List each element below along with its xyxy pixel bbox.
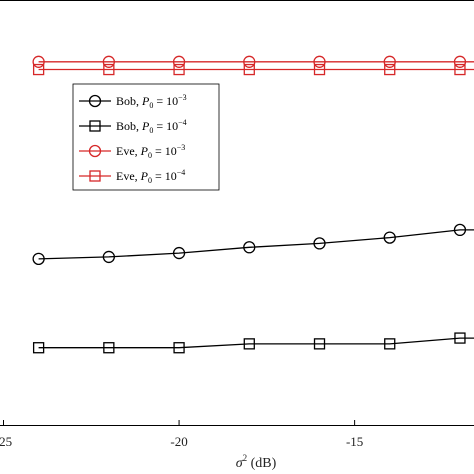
- series-line-1: [38, 337, 474, 349]
- legend-swatch-marker: [88, 94, 102, 108]
- legend-item: Bob, P0 = 10−4: [79, 118, 187, 135]
- data-point-0-1: [102, 250, 115, 264]
- legend-item: Eve, P0 = 10−4: [79, 168, 185, 185]
- series-line-0: [38, 229, 474, 260]
- legend-label: Bob, P0 = 10−4: [116, 118, 187, 135]
- data-point-3-5: [384, 63, 396, 76]
- data-point-1-3: [243, 338, 255, 350]
- x-axis-label-exponent: 2: [243, 453, 248, 463]
- data-point-0-6: [453, 223, 467, 237]
- x-tick-label: -20: [170, 434, 187, 449]
- data-point-1-5: [384, 338, 396, 350]
- data-point-3-0: [32, 63, 45, 76]
- data-point-1-6: [454, 332, 466, 344]
- x-ticks: -25 -20 -15: [0, 420, 363, 449]
- series-lines: [38, 61, 474, 349]
- data-point-0-2: [172, 246, 186, 260]
- data-point-1-1: [103, 342, 115, 354]
- data-point-2-4: [313, 55, 326, 68]
- legend-box: [72, 83, 220, 191]
- data-point-3-1: [103, 63, 115, 76]
- data-point-1-0: [32, 342, 45, 354]
- data-point-2-1: [102, 55, 115, 68]
- x-tick-label: -15: [346, 434, 363, 449]
- legend-label: Bob, P0 = 10−3: [116, 93, 187, 110]
- data-point-2-2: [172, 55, 186, 68]
- data-point-2-0: [32, 55, 45, 68]
- x-axis-label-unit: (dB): [247, 456, 277, 471]
- data-point-3-6: [454, 63, 466, 76]
- data-point-0-3: [243, 241, 256, 254]
- data-point-2-3: [243, 55, 256, 68]
- x-axis-label: σ2 (dB): [236, 453, 277, 471]
- data-point-3-4: [313, 63, 326, 76]
- data-point-2-6: [453, 55, 467, 68]
- x-axis-label-symbol: σ: [236, 456, 244, 471]
- legend-item: Bob, P0 = 10−3: [79, 93, 187, 110]
- data-point-3-3: [243, 63, 255, 76]
- series-markers: [32, 55, 467, 354]
- data-point-3-2: [173, 63, 185, 76]
- legend-swatch-marker: [89, 170, 101, 182]
- data-point-0-4: [313, 237, 326, 250]
- data-point-1-2: [173, 342, 185, 354]
- data-point-2-5: [383, 55, 396, 68]
- x-tick-label: -25: [0, 434, 12, 449]
- legend-label: Eve, P0 = 10−3: [116, 143, 185, 160]
- data-point-0-0: [32, 252, 45, 266]
- legend-swatch-marker: [88, 144, 102, 158]
- legend-label: Eve, P0 = 10−4: [116, 168, 185, 185]
- data-point-0-5: [383, 231, 396, 244]
- legend-item: Eve, P0 = 10−3: [79, 143, 185, 160]
- legend: Bob, P0 = 10−3 Bob, P0 = 10−4 Eve, P0 = 10…: [72, 83, 220, 191]
- data-point-1-4: [313, 338, 326, 350]
- legend-swatch-marker: [89, 120, 101, 132]
